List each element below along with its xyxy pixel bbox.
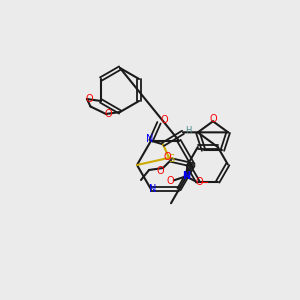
Text: S: S xyxy=(168,154,174,164)
Text: H: H xyxy=(185,126,191,135)
Text: O: O xyxy=(163,152,171,162)
Text: N: N xyxy=(182,171,190,182)
Text: −: − xyxy=(200,178,209,188)
Text: O: O xyxy=(196,177,204,188)
Text: N: N xyxy=(149,184,157,194)
Text: N: N xyxy=(146,134,154,144)
Text: +: + xyxy=(182,174,188,180)
Text: O: O xyxy=(209,114,217,124)
Text: O: O xyxy=(167,176,175,186)
Text: O: O xyxy=(156,166,164,176)
Text: O: O xyxy=(160,115,168,125)
Text: O: O xyxy=(85,94,93,104)
Text: O: O xyxy=(104,109,112,119)
